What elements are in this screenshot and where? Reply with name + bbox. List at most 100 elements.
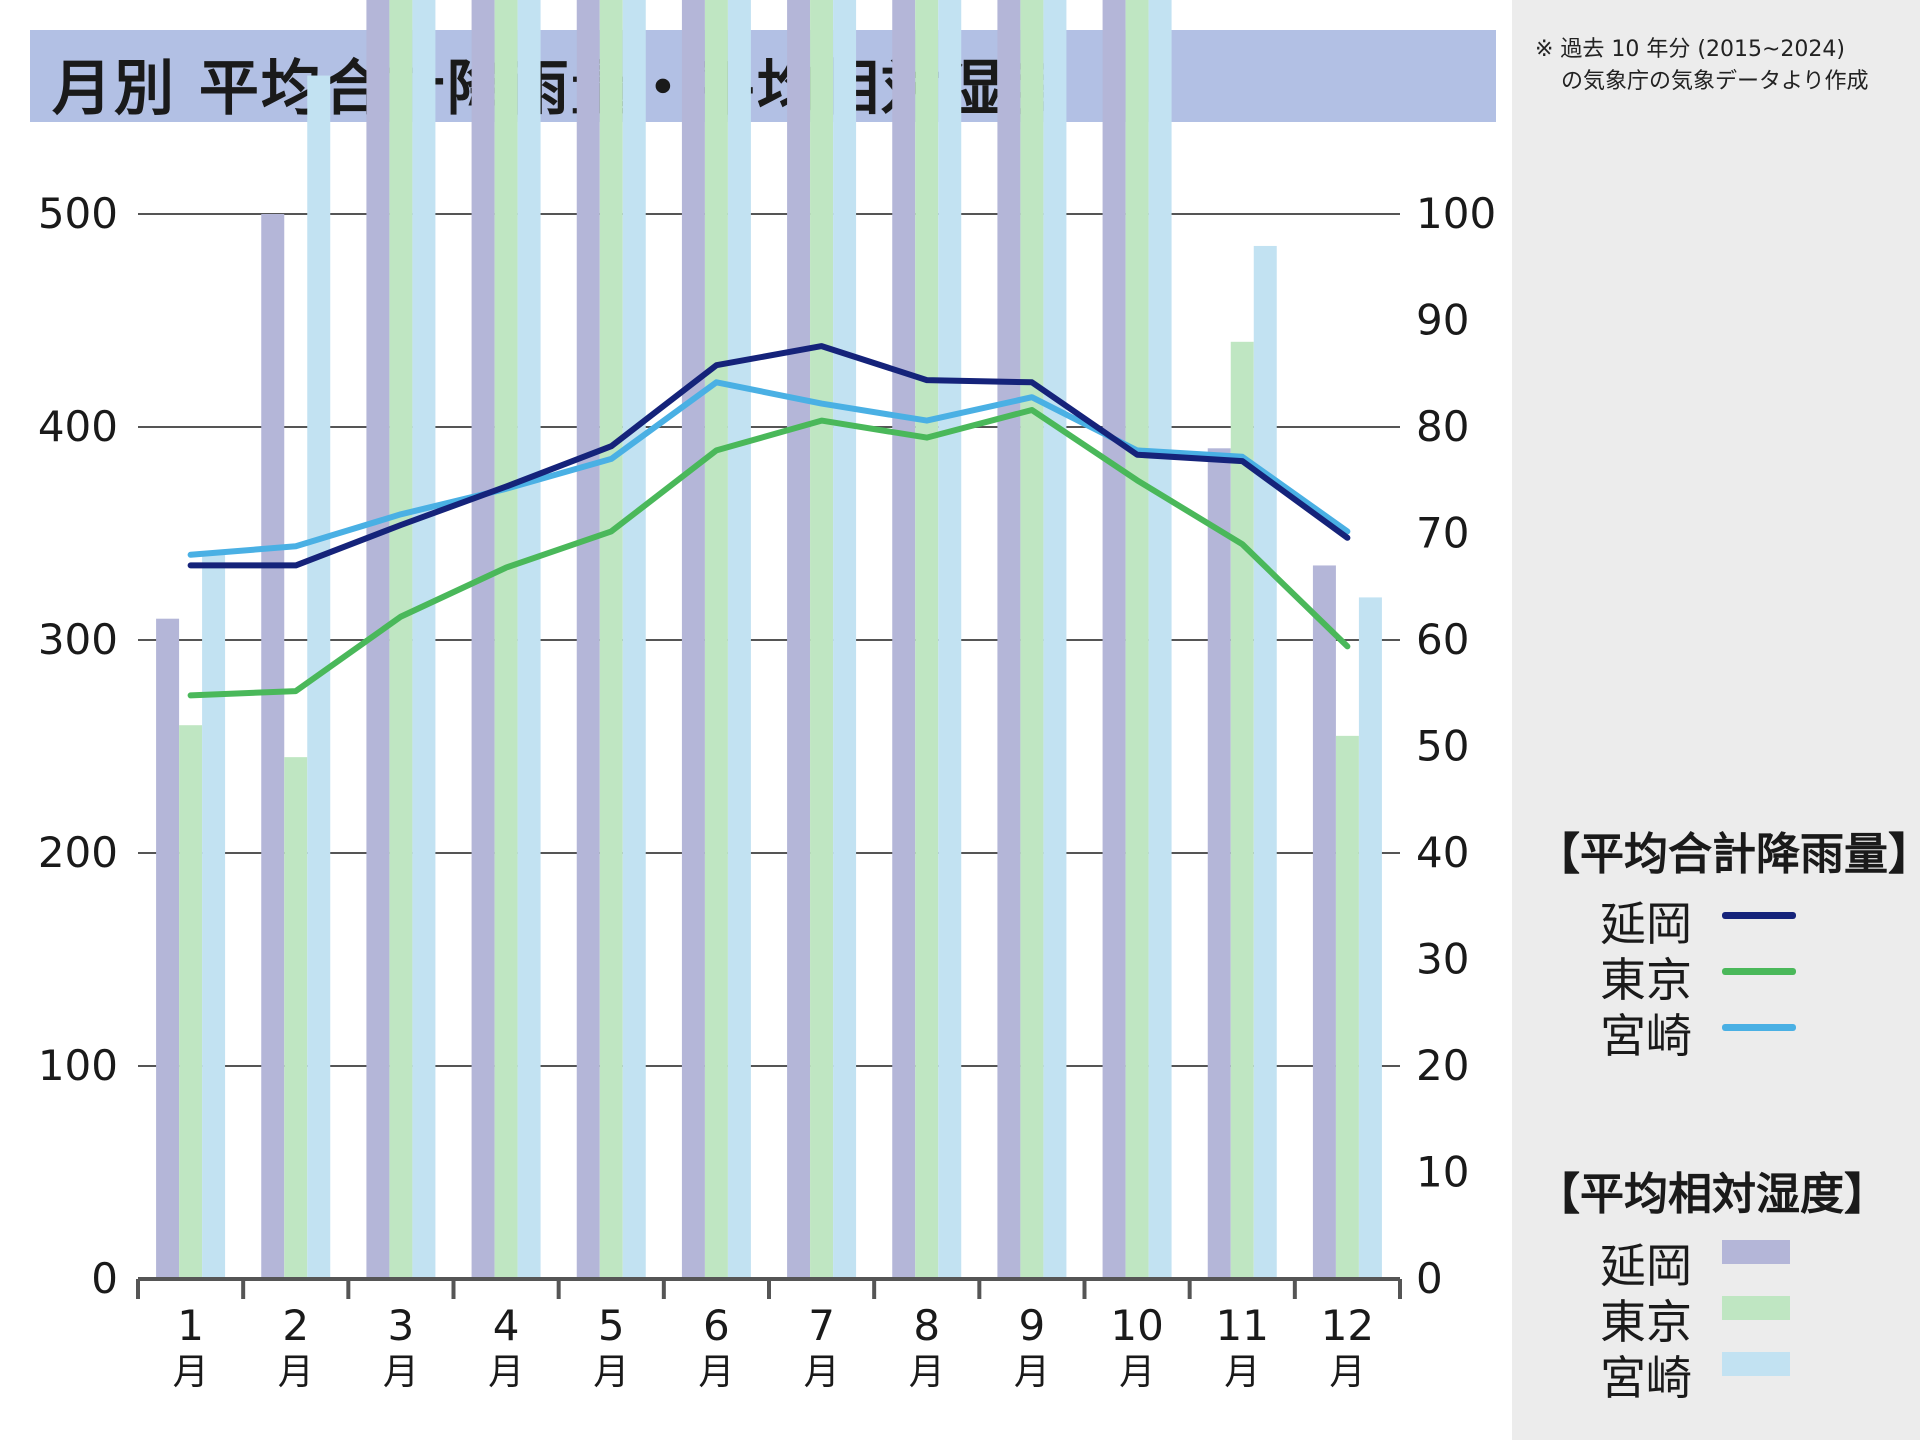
y-right-tick-label: 90: [1416, 296, 1469, 345]
bar-延岡-9: [997, 0, 1021, 1280]
y-right-tick-label: 100: [1416, 189, 1496, 238]
bar-宮崎-3: [412, 0, 436, 1279]
axis-labels: 010020030040050001020304050607080901001月…: [38, 189, 1496, 1393]
legend-item-miyazaki-line: 宮崎: [1600, 1000, 1920, 1063]
y-right-tick-label: 70: [1416, 509, 1469, 558]
y-left-tick-label: 0: [91, 1254, 118, 1303]
bar-東京-12: [1335, 735, 1359, 1279]
y-left-tick-label: 200: [38, 828, 118, 877]
legend-title-rainfall: 【平均合計降雨量】: [1536, 829, 1920, 880]
x-tick-unit: 月: [278, 1352, 314, 1393]
line-東京: [187, 407, 1351, 699]
axes: [136, 1277, 1402, 1299]
x-tick-unit: 月: [1329, 1352, 1365, 1393]
y-right-tick-label: 10: [1416, 1148, 1469, 1197]
bar-宮崎-7: [833, 0, 857, 1280]
bar-延岡-2: [261, 214, 285, 1279]
x-tick-unit: 月: [1014, 1352, 1050, 1393]
x-tick-label: 7: [808, 1301, 835, 1350]
bar-宮崎-5: [622, 0, 646, 1279]
legend-label: 宮崎: [1600, 1009, 1692, 1063]
legend-label: 東京: [1600, 1295, 1692, 1349]
x-tick-unit: 月: [909, 1352, 945, 1393]
source-note-line-2: の気象庁の気象データより作成: [1561, 69, 1869, 94]
bar-東京-11: [1230, 341, 1254, 1279]
x-tick-label: 5: [598, 1301, 625, 1350]
chart: 010020030040050001020304050607080901001月…: [38, 0, 1496, 1393]
x-tick-label: 6: [703, 1301, 730, 1350]
bar-宮崎-1: [202, 554, 226, 1279]
legend-line-swatch: [1722, 1024, 1796, 1031]
legend-item-nobeoka-bar: 延岡: [1600, 1230, 1920, 1293]
bar-延岡-7: [787, 0, 811, 1279]
legend-bar-swatch: [1722, 1352, 1790, 1376]
legend-label: 東京: [1600, 953, 1692, 1007]
y-right-tick-label: 0: [1416, 1254, 1443, 1303]
x-tick-unit: 月: [383, 1352, 419, 1393]
legend-item-tokyo-line: 東京: [1600, 944, 1920, 1007]
x-tick-label: 2: [282, 1301, 309, 1350]
x-tick-unit: 月: [1224, 1352, 1260, 1393]
x-tick-label: 10: [1110, 1301, 1163, 1350]
bar-宮崎-11: [1253, 245, 1277, 1280]
bar-宮崎-4: [517, 0, 541, 1279]
x-tick-label: 1: [177, 1301, 204, 1350]
bar-東京-5: [599, 0, 623, 1279]
bar-延岡-11: [1207, 448, 1231, 1279]
x-tick-unit: 月: [488, 1352, 524, 1393]
bar-延岡-3: [366, 0, 390, 1279]
line-延岡: [187, 343, 1351, 569]
x-tick-label: 3: [388, 1301, 415, 1350]
legend-label: 延岡: [1600, 1239, 1692, 1293]
y-right-tick-label: 40: [1416, 828, 1469, 877]
bar-東京-10: [1125, 0, 1149, 1280]
bar-東京-7: [810, 0, 834, 1279]
x-tick-unit: 月: [173, 1352, 209, 1393]
y-left-tick-label: 100: [38, 1041, 118, 1090]
bar-東京-9: [1020, 0, 1044, 1279]
legend-title-humidity: 【平均相対湿度】: [1536, 1169, 1888, 1220]
y-left-tick-label: 400: [38, 402, 118, 451]
bar-延岡-5: [576, 0, 600, 1279]
bar-延岡-6: [681, 0, 705, 1279]
legend-line-swatch: [1722, 912, 1796, 919]
y-right-tick-label: 20: [1416, 1041, 1469, 1090]
y-right-tick-label: 60: [1416, 615, 1469, 664]
bar-東京-8: [915, 0, 939, 1280]
bar-延岡-8: [892, 0, 916, 1279]
y-left-tick-label: 500: [38, 189, 118, 238]
legend-line-swatch: [1722, 968, 1796, 975]
x-tick-label: 4: [493, 1301, 520, 1350]
bar-宮崎-9: [1043, 0, 1067, 1280]
y-right-tick-label: 50: [1416, 722, 1469, 771]
bar-series: [156, 0, 1382, 1280]
x-tick-unit: 月: [593, 1352, 629, 1393]
x-tick-unit: 月: [804, 1352, 840, 1393]
x-tick-label: 11: [1216, 1301, 1269, 1350]
y-left-tick-label: 300: [38, 615, 118, 664]
bar-東京-6: [704, 0, 728, 1279]
legend-item-nobeoka-line: 延岡: [1600, 888, 1920, 951]
line-宮崎: [187, 379, 1351, 558]
bar-宮崎-10: [1148, 0, 1172, 1280]
x-tick-unit: 月: [1119, 1352, 1155, 1393]
legend-label: 延岡: [1600, 897, 1692, 951]
x-tick-label: 8: [913, 1301, 940, 1350]
bar-延岡-10: [1102, 0, 1126, 1280]
bar-延岡-1: [156, 618, 180, 1279]
y-right-tick-label: 30: [1416, 935, 1469, 984]
legend-bar-swatch: [1722, 1296, 1790, 1320]
bar-延岡-12: [1312, 565, 1336, 1279]
legend-bar-swatch: [1722, 1240, 1790, 1264]
line-series: [187, 343, 1351, 699]
source-note: ※ 過去 10 年分 (2015~2024) の気象庁の気象データより作成: [1535, 34, 1869, 98]
bar-東京-3: [389, 0, 413, 1280]
source-note-line-1: ※ 過去 10 年分 (2015~2024): [1535, 37, 1845, 62]
legend-item-miyazaki-bar: 宮崎: [1600, 1342, 1920, 1405]
legend-item-tokyo-bar: 東京: [1600, 1286, 1920, 1349]
x-tick-unit: 月: [698, 1352, 734, 1393]
x-tick-label: 9: [1019, 1301, 1046, 1350]
bar-宮崎-8: [938, 0, 962, 1279]
bar-宮崎-6: [727, 0, 751, 1279]
legend-label: 宮崎: [1600, 1351, 1692, 1405]
